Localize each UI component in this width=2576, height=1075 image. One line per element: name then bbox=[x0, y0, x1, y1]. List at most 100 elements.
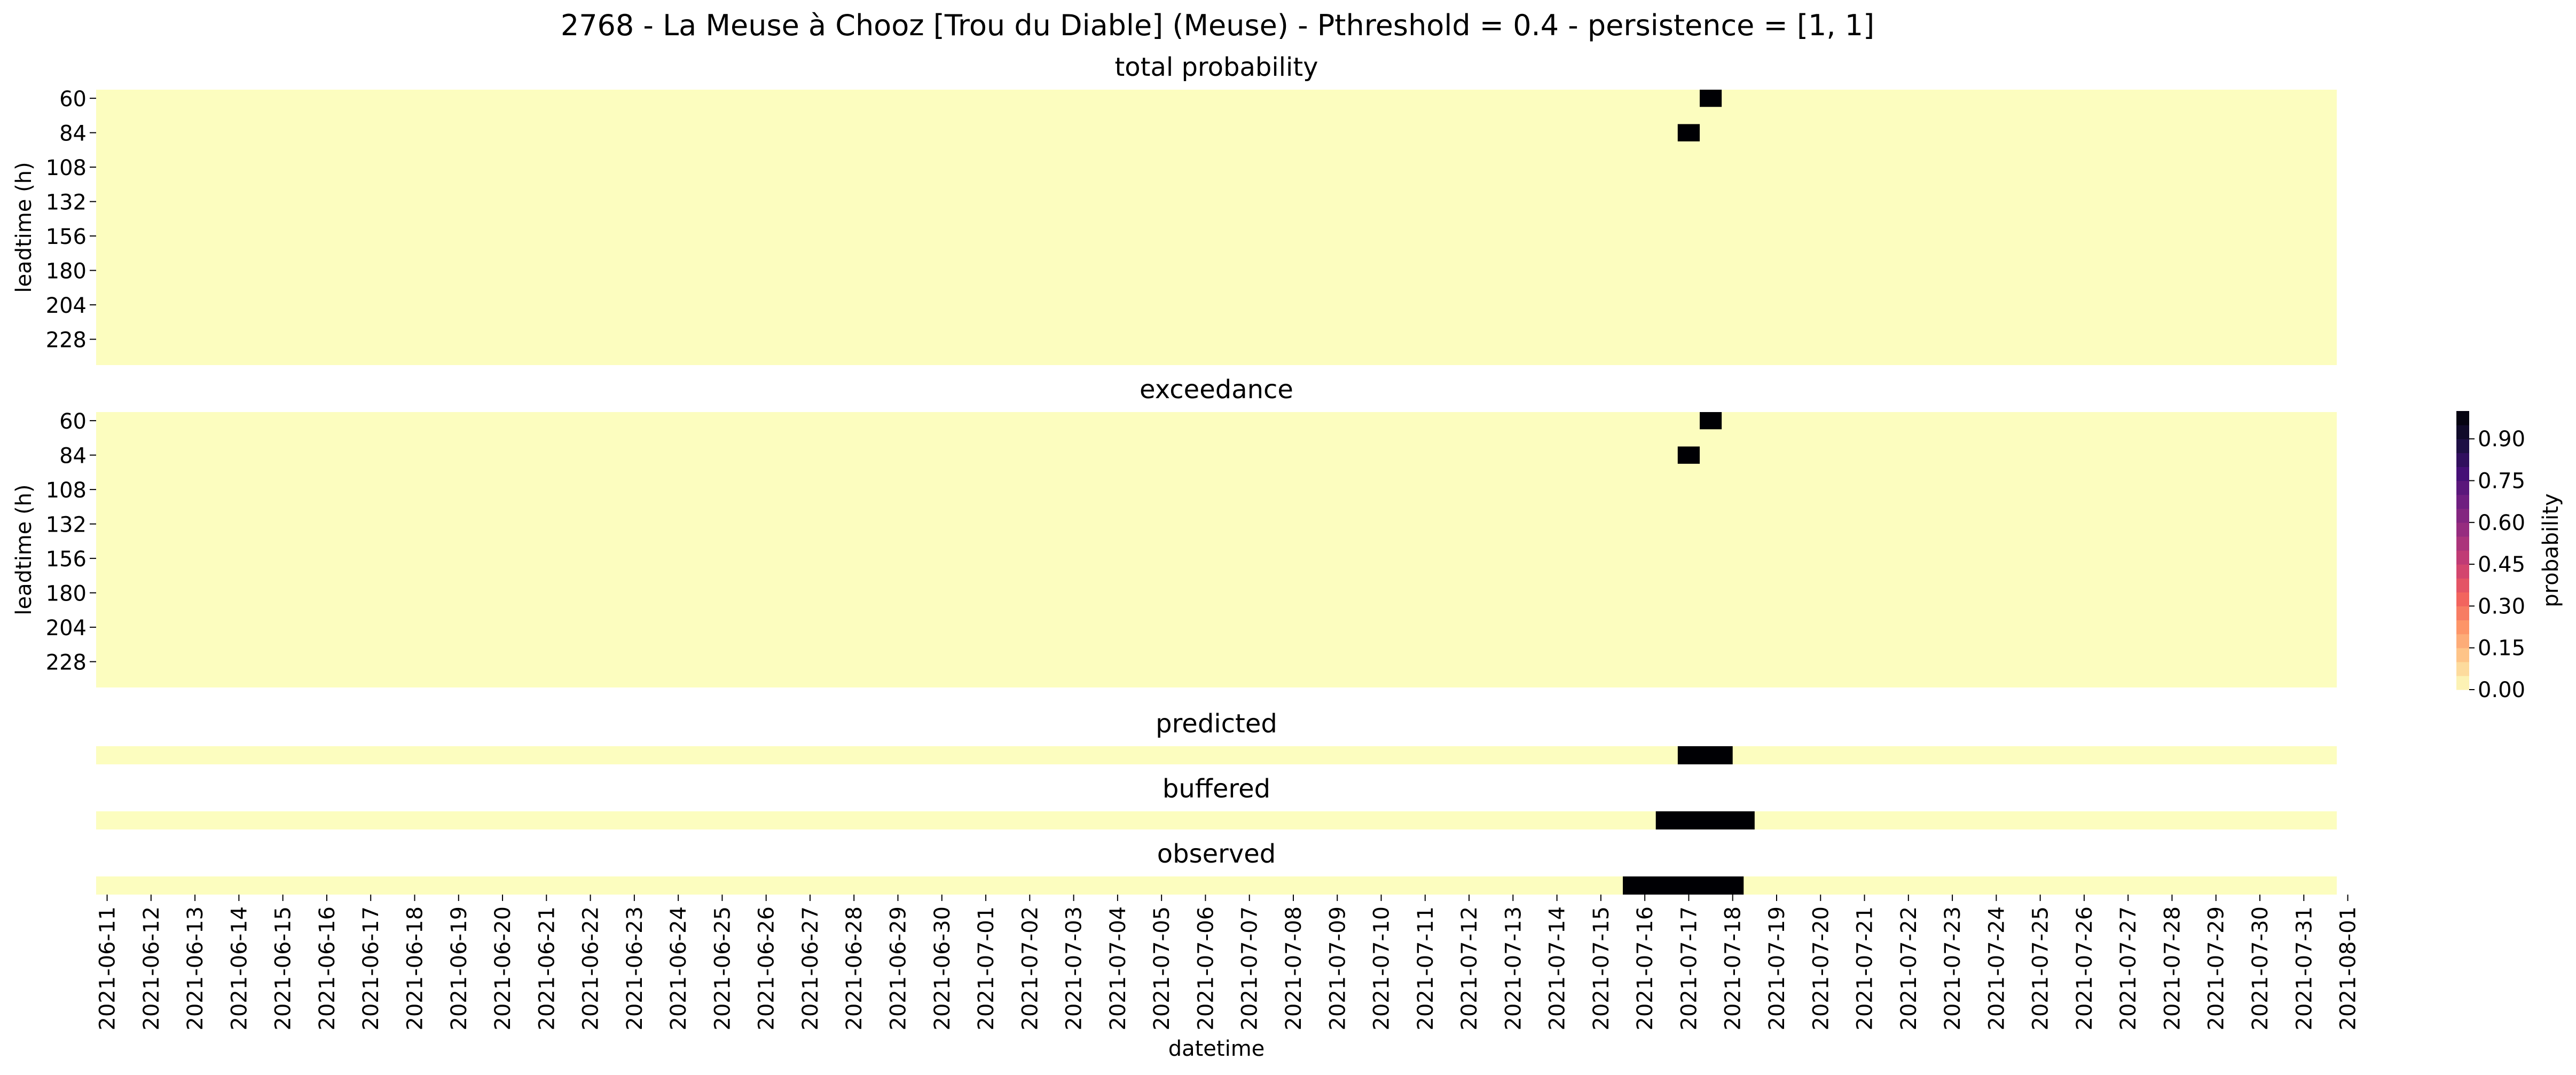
x-tick-label: 2021-06-22 bbox=[579, 906, 603, 1030]
figure-title: 2768 - La Meuse à Chooz [Trou du Diable]… bbox=[561, 9, 1874, 42]
colorbar-level bbox=[2456, 536, 2469, 551]
y-tick-label: 84 bbox=[59, 444, 87, 469]
x-tick-label: 2021-07-25 bbox=[2029, 906, 2053, 1030]
colorbar-level bbox=[2456, 425, 2469, 439]
y-tick-label: 204 bbox=[46, 294, 87, 318]
x-tick-label: 2021-07-28 bbox=[2160, 906, 2185, 1030]
x-tick-label: 2021-07-16 bbox=[1633, 906, 1658, 1030]
x-tick-label: 2021-07-18 bbox=[1721, 906, 1746, 1030]
colorbar-tick-label: 0.60 bbox=[2478, 511, 2525, 535]
x-tick-label: 2021-06-24 bbox=[666, 906, 691, 1030]
y-tick-label: 84 bbox=[59, 122, 87, 146]
colorbar-level bbox=[2456, 634, 2469, 649]
colorbar-level bbox=[2456, 508, 2469, 523]
x-axis-label: datetime bbox=[1168, 1037, 1265, 1061]
panel-observed: observed 2021-06-11 2021-06-12 2021-06-13 20… bbox=[96, 839, 2361, 1061]
y-tick-label: 204 bbox=[46, 616, 87, 641]
colorbar-level bbox=[2456, 564, 2469, 579]
event-bar bbox=[1623, 876, 1744, 895]
colorbar-level bbox=[2456, 480, 2469, 495]
x-tick-label: 2021-07-02 bbox=[1018, 906, 1042, 1030]
x-tick-label: 2021-06-26 bbox=[755, 906, 779, 1030]
x-tick-label: 2021-06-28 bbox=[842, 906, 867, 1030]
colorbar-level bbox=[2456, 578, 2469, 592]
x-tick-label: 2021-07-04 bbox=[1106, 906, 1130, 1030]
panel-title: observed bbox=[1157, 839, 1276, 869]
x-tick-label: 2021-08-01 bbox=[2336, 906, 2361, 1030]
y-tick-label: 108 bbox=[46, 478, 87, 503]
colorbar-level bbox=[2456, 592, 2469, 606]
x-tick-label: 2021-07-01 bbox=[974, 906, 999, 1030]
x-tick-label: 2021-07-09 bbox=[1325, 906, 1350, 1030]
x-tick-label: 2021-06-15 bbox=[271, 906, 296, 1030]
x-tick-label: 2021-06-18 bbox=[403, 906, 427, 1030]
x-tick-label: 2021-06-20 bbox=[491, 906, 515, 1030]
x-tick-label: 2021-06-13 bbox=[183, 906, 208, 1030]
y-tick-label: 180 bbox=[46, 582, 87, 606]
event-bar bbox=[1677, 746, 1733, 764]
x-tick-label: 2021-07-21 bbox=[1853, 906, 1878, 1030]
heatmap-background bbox=[96, 412, 2337, 687]
colorbar-level bbox=[2456, 439, 2469, 453]
x-tick-label: 2021-07-06 bbox=[1193, 906, 1218, 1030]
x-tick-label: 2021-07-08 bbox=[1282, 906, 1306, 1030]
panel-title: buffered bbox=[1163, 774, 1270, 804]
x-tick-label: 2021-07-27 bbox=[2116, 906, 2141, 1030]
x-tick-label: 2021-07-07 bbox=[1238, 906, 1262, 1030]
y-tick-label: 156 bbox=[46, 225, 87, 249]
colorbar-level bbox=[2456, 411, 2469, 425]
colorbar-tick-label: 0.75 bbox=[2478, 469, 2525, 494]
colorbar: 0.00 0.15 0.30 0.45 0.60 0.75 0.90 probability bbox=[2456, 411, 2563, 702]
x-tick-label: 2021-07-13 bbox=[1501, 906, 1526, 1030]
colorbar-level bbox=[2456, 647, 2469, 662]
x-tick-label: 2021-07-17 bbox=[1677, 906, 1701, 1030]
colorbar-level bbox=[2456, 675, 2469, 690]
colorbar-tick-label: 0.30 bbox=[2478, 594, 2525, 619]
colorbar-level bbox=[2456, 550, 2469, 565]
x-tick-label: 2021-07-19 bbox=[1765, 906, 1789, 1030]
x-tick-label: 2021-06-23 bbox=[623, 906, 647, 1030]
colorbar-label: probability bbox=[2539, 493, 2563, 607]
colorbar-level bbox=[2456, 606, 2469, 621]
x-tick-label: 2021-06-16 bbox=[315, 906, 340, 1030]
colorbar-level bbox=[2456, 620, 2469, 635]
heatmap-cell bbox=[1677, 124, 1700, 141]
y-tick-label: 60 bbox=[59, 87, 87, 112]
colorbar-level bbox=[2456, 661, 2469, 676]
colorbar-tick-label: 0.15 bbox=[2478, 636, 2525, 661]
x-tick-label: 2021-06-21 bbox=[535, 906, 559, 1030]
heatmap-background bbox=[96, 746, 2337, 764]
colorbar-tick-label: 0.45 bbox=[2478, 552, 2525, 577]
x-tick-label: 2021-07-20 bbox=[1809, 906, 1833, 1030]
y-tick-label: 108 bbox=[46, 156, 87, 180]
x-tick-label: 2021-07-15 bbox=[1589, 906, 1614, 1030]
y-tick-label: 132 bbox=[46, 191, 87, 215]
x-tick-label: 2021-07-24 bbox=[1984, 906, 2009, 1030]
panel-title: total probability bbox=[1114, 52, 1318, 82]
x-tick-label: 2021-07-23 bbox=[1941, 906, 1965, 1030]
panel-title: predicted bbox=[1156, 709, 1277, 739]
colorbar-level bbox=[2456, 522, 2469, 537]
heatmap-background bbox=[96, 876, 2337, 895]
y-tick-label: 156 bbox=[46, 547, 87, 572]
x-tick-label: 2021-06-27 bbox=[798, 906, 823, 1030]
heatmap-background bbox=[96, 811, 2337, 829]
x-tick-label: 2021-06-29 bbox=[886, 906, 911, 1030]
x-tick-label: 2021-07-14 bbox=[1545, 906, 1570, 1030]
colorbar-level bbox=[2456, 494, 2469, 509]
heatmap-cell bbox=[1700, 90, 1722, 107]
colorbar-level bbox=[2456, 453, 2469, 467]
heatmap-cell bbox=[1677, 446, 1700, 464]
colorbar-tick-label: 0.00 bbox=[2478, 678, 2525, 702]
x-tick-label: 2021-07-30 bbox=[2248, 906, 2273, 1030]
x-tick-label: 2021-06-12 bbox=[139, 906, 164, 1030]
x-tick-label: 2021-06-14 bbox=[227, 906, 252, 1030]
panels: total probability 60 84 108 132 156 180 204 228 l… bbox=[12, 52, 2361, 1061]
x-tick-label: 2021-07-03 bbox=[1062, 906, 1087, 1030]
y-axis-label: leadtime (h) bbox=[12, 162, 36, 293]
x-tick-label: 2021-07-11 bbox=[1413, 906, 1438, 1030]
y-axis-label: leadtime (h) bbox=[12, 484, 36, 615]
panel-exceedance: exceedance 60 84 108 132 156 180 204 228 leadtime… bbox=[12, 375, 2337, 687]
panel-total-probability: total probability 60 84 108 132 156 180 204 228 l… bbox=[12, 52, 2337, 365]
